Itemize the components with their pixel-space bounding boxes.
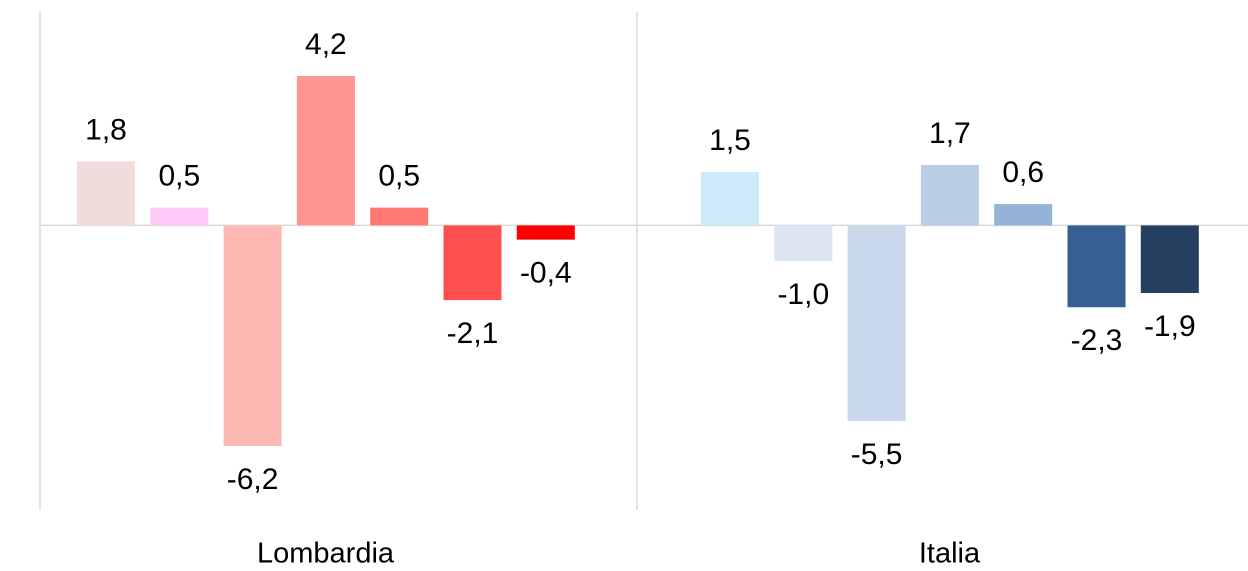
data-label: 0,5: [378, 160, 420, 193]
bar: [77, 161, 135, 226]
bar: [994, 204, 1053, 226]
data-label: 1,5: [709, 124, 751, 157]
data-label: 1,7: [929, 117, 971, 150]
data-label: -2,3: [1071, 324, 1123, 357]
data-label: 1,8: [85, 113, 127, 146]
bar: [1067, 225, 1126, 308]
data-label: -2,1: [447, 317, 499, 350]
bar: [223, 225, 282, 446]
bar: [296, 76, 355, 226]
bar: [774, 225, 833, 261]
data-label: -1,9: [1144, 310, 1196, 343]
data-label: -0,4: [520, 257, 572, 290]
data-label: 0,6: [1002, 156, 1044, 189]
bar: [443, 225, 502, 301]
bar: [370, 207, 429, 226]
category-label: Italia: [919, 538, 981, 570]
bar: [920, 164, 979, 226]
bar: [1140, 225, 1199, 294]
data-label: -5,5: [851, 438, 903, 471]
bar: [516, 225, 575, 240]
bar: [150, 207, 209, 226]
data-label: -1,0: [777, 278, 829, 311]
data-label: -6,2: [227, 463, 279, 496]
bar: [701, 172, 759, 226]
bar: [847, 225, 906, 422]
data-label: 4,2: [305, 28, 347, 61]
data-label: 0,5: [158, 160, 200, 193]
category-label: Lombardia: [257, 538, 395, 570]
